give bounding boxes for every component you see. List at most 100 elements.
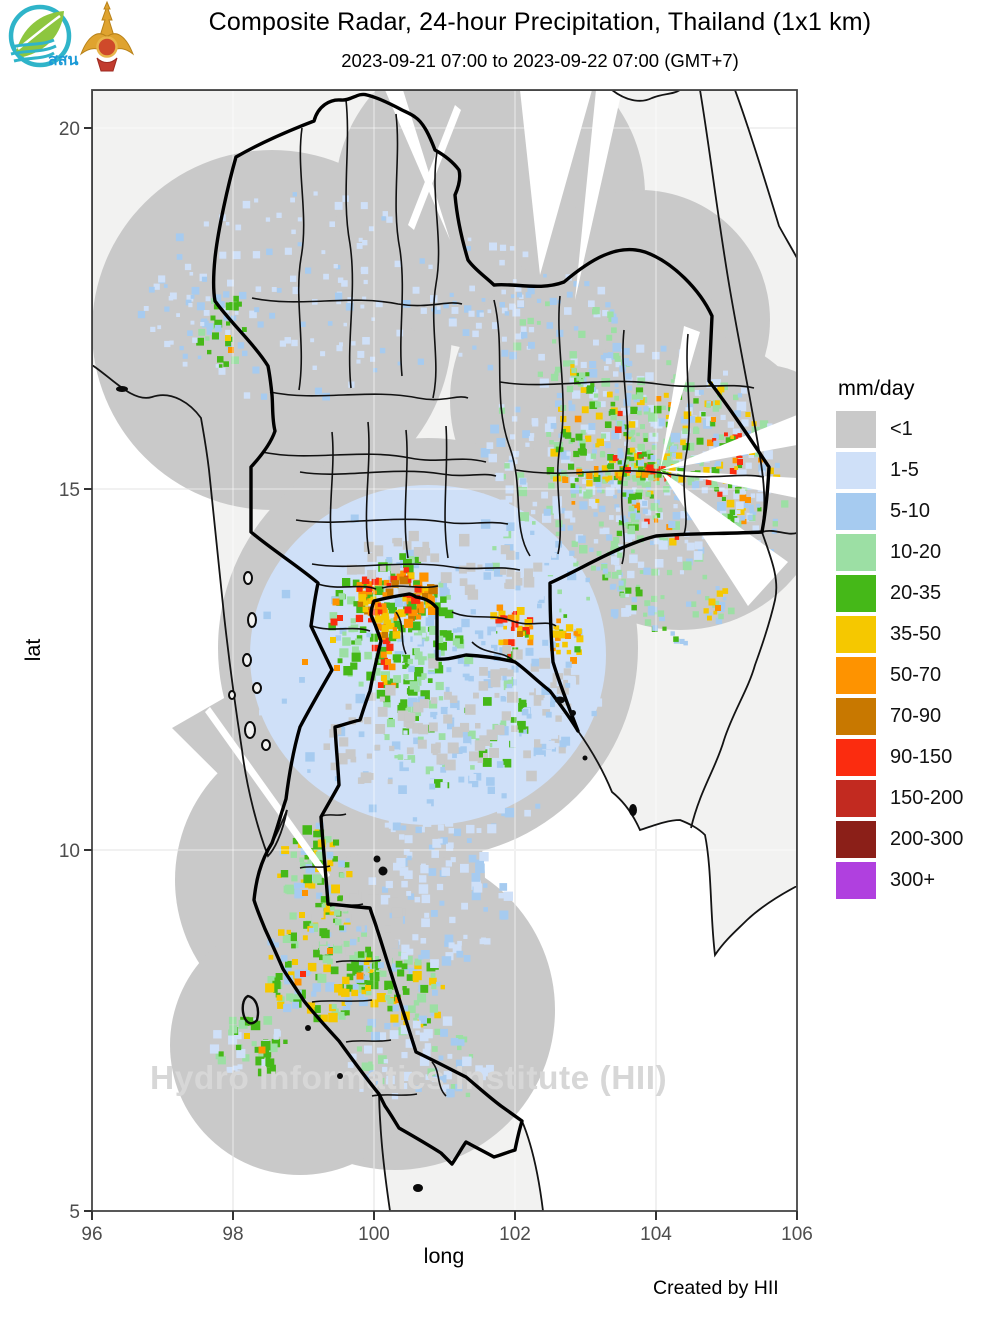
- x-axis: 96 98 100 102 104 106: [81, 1211, 813, 1245]
- legend-swatch-9: [836, 780, 876, 817]
- island: [116, 386, 128, 392]
- province-border: [269, 391, 469, 401]
- province-border: [295, 470, 521, 571]
- y-axis-title: lat: [21, 639, 45, 662]
- thailand-border: [211, 92, 771, 1166]
- legend-swatch-0: [836, 411, 876, 448]
- svg-text:98: 98: [222, 1224, 243, 1245]
- island: [378, 866, 388, 876]
- province-border: [683, 333, 690, 535]
- logo-bar: สสน: [2, 0, 142, 74]
- svg-text:20: 20: [59, 119, 80, 140]
- island: [252, 682, 262, 694]
- legend-entry: 10-20: [836, 534, 996, 571]
- legend-swatch-6: [836, 657, 876, 694]
- svg-text:10: 10: [59, 841, 80, 862]
- legend-entry: 70-90: [836, 698, 996, 735]
- hii-logo-icon: สสน: [8, 4, 79, 69]
- province-border: [432, 151, 440, 399]
- precipitation-layer: [137, 191, 789, 1100]
- island: [247, 612, 257, 628]
- svg-text:15: 15: [59, 480, 80, 501]
- island: [305, 1025, 311, 1031]
- legend-swatch-1: [836, 452, 876, 489]
- legend-label: 150-200: [890, 787, 964, 809]
- y-axis: 20 15 10 5: [59, 119, 92, 1223]
- legend-entry: 90-150: [836, 739, 996, 776]
- island: [337, 1073, 343, 1079]
- island: [629, 804, 637, 816]
- legend-entries: <1 1-5 5-10 10-20 20-35 35-50 50-70 70-90 90-150…: [836, 411, 996, 899]
- legend-entry: 50-70: [836, 657, 996, 694]
- island: [582, 755, 588, 761]
- legend-title: mm/day: [838, 376, 915, 400]
- gridlines-overlay: [92, 90, 797, 1211]
- hii-logo-text: สสน: [48, 52, 79, 69]
- legend-swatch-7: [836, 698, 876, 735]
- legend: mm/day <1 1-5 5-10 10-20 20-35 35-50 50-70 70-9…: [836, 376, 996, 903]
- legend-entry: <1: [836, 411, 996, 448]
- province-border: [451, 611, 557, 662]
- province-border: [556, 295, 564, 555]
- legend-label: 50-70: [890, 664, 942, 686]
- province-border: [620, 329, 629, 565]
- svg-text:104: 104: [640, 1224, 672, 1245]
- province-border: [493, 299, 531, 557]
- island: [242, 653, 252, 667]
- province-border: [311, 583, 377, 632]
- x-axis-title: long: [424, 1244, 465, 1268]
- country-borders: [92, 90, 797, 1211]
- island: [373, 855, 381, 863]
- legend-entry: 300+: [836, 862, 996, 899]
- province-border: [345, 99, 354, 389]
- legend-entry: 35-50: [836, 616, 996, 653]
- legend-entry: 20-35: [836, 575, 996, 612]
- island: [261, 739, 271, 751]
- watermark-text: Hydro Informatics Institute (HII): [150, 1060, 667, 1097]
- svg-text:5: 5: [69, 1202, 80, 1223]
- legend-swatch-10: [836, 821, 876, 858]
- province-border: [261, 451, 487, 463]
- province-border: [251, 297, 463, 307]
- legend-entry: 1-5: [836, 452, 996, 489]
- legend-swatch-11: [836, 862, 876, 899]
- svg-text:106: 106: [781, 1224, 813, 1245]
- svg-text:96: 96: [81, 1224, 102, 1245]
- province-border: [499, 380, 755, 389]
- province-border: [297, 127, 305, 391]
- island: [413, 1184, 423, 1192]
- province-border: [329, 421, 449, 559]
- legend-label: 35-50: [890, 623, 942, 645]
- svg-text:100: 100: [358, 1224, 390, 1245]
- legend-label: 20-35: [890, 582, 942, 604]
- legend-entry: 5-10: [836, 493, 996, 530]
- svg-text:102: 102: [499, 1224, 531, 1245]
- page-subtitle: 2023-09-21 07:00 to 2023-09-22 07:00 (GM…: [341, 50, 739, 71]
- legend-label: 1-5: [890, 459, 919, 481]
- legend-label: 300+: [890, 869, 936, 891]
- legend-label: 70-90: [890, 705, 942, 727]
- legend-label: 10-20: [890, 541, 942, 563]
- island: [228, 690, 236, 700]
- legend-swatch-2: [836, 493, 876, 530]
- island: [244, 721, 256, 739]
- royal-emblem-icon: [79, 0, 135, 72]
- credit-text: Created by HII: [653, 1277, 779, 1299]
- legend-swatch-4: [836, 575, 876, 612]
- logos-svg: สสน: [8, 0, 135, 72]
- legend-swatch-3: [836, 534, 876, 571]
- page-title: Composite Radar, 24-hour Precipitation, …: [208, 8, 872, 36]
- legend-entry: 200-300: [836, 821, 996, 858]
- legend-entry: 150-200: [836, 780, 996, 817]
- phuket-island: [241, 994, 260, 1025]
- island: [243, 571, 253, 585]
- legend-swatch-5: [836, 616, 876, 653]
- legend-label: <1: [890, 418, 913, 440]
- island: [555, 696, 565, 704]
- province-border: [395, 113, 404, 377]
- legend-label: 200-300: [890, 828, 964, 850]
- legend-label: 90-150: [890, 746, 953, 768]
- province-border: [381, 585, 439, 655]
